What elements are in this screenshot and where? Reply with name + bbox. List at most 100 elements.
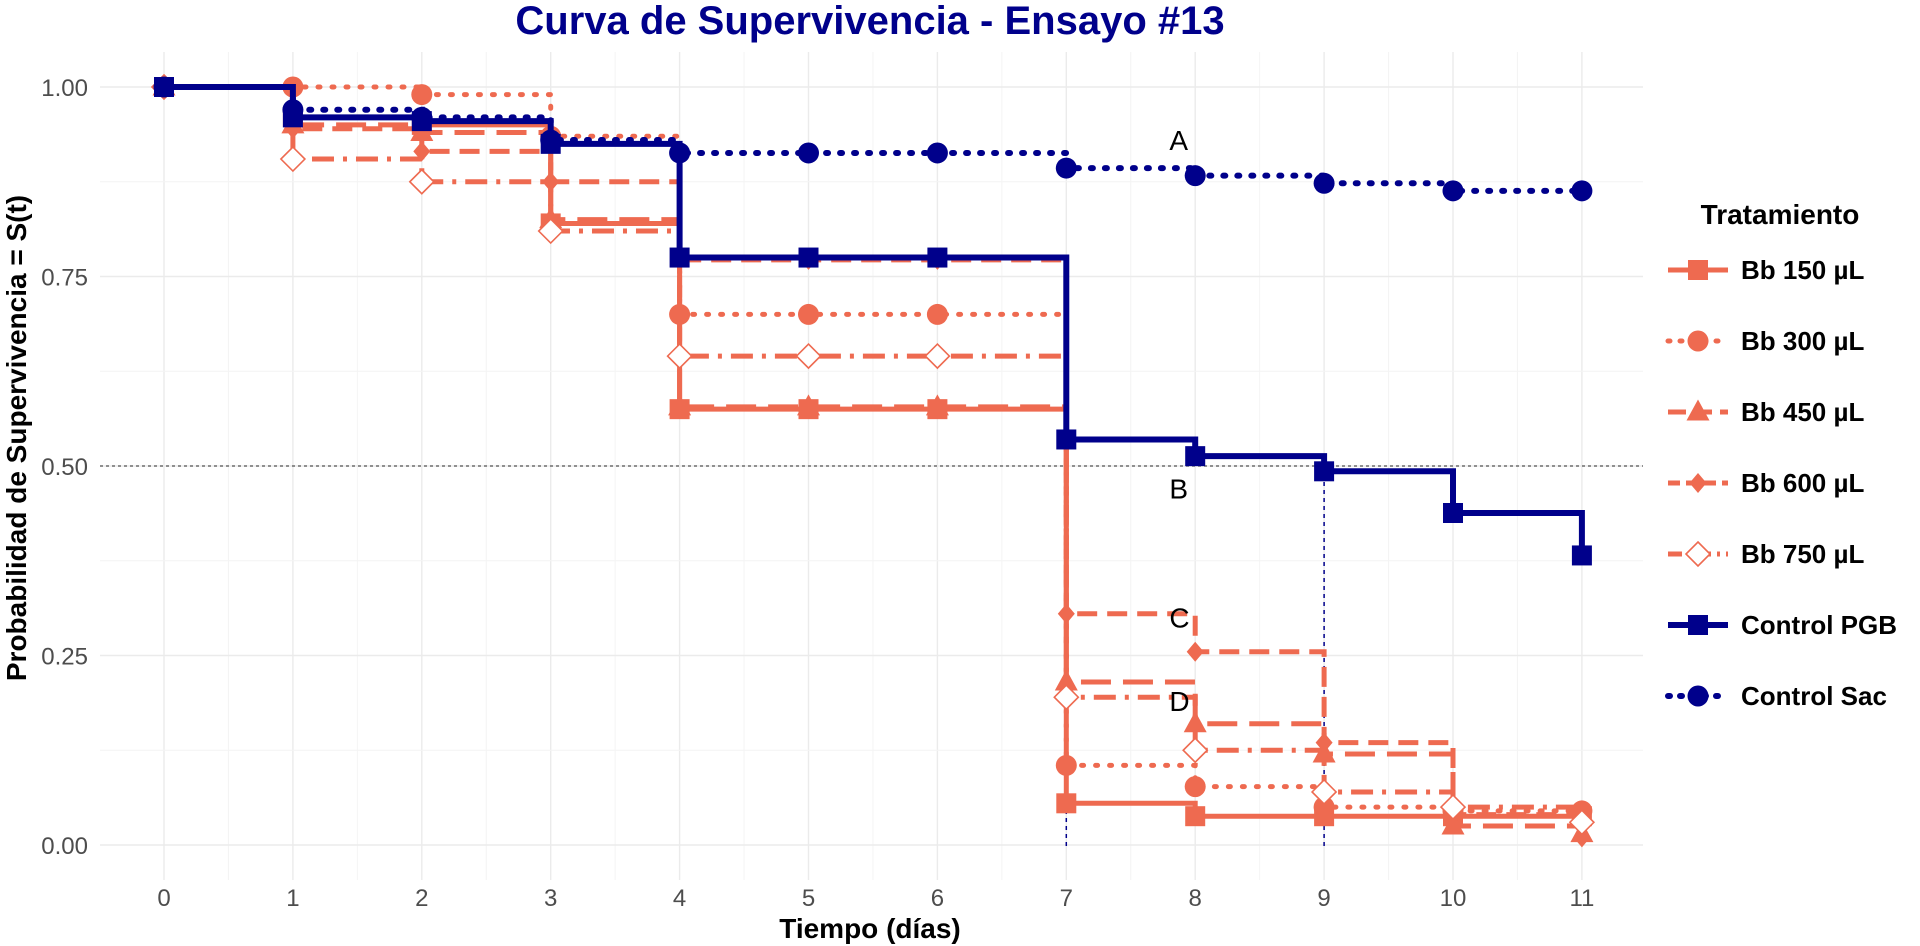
data-point xyxy=(1313,172,1335,194)
data-point xyxy=(926,142,948,164)
legend-label: Bb 450 µL xyxy=(1741,397,1864,427)
data-point xyxy=(408,168,435,195)
annotation-d: D xyxy=(1169,686,1189,717)
legend-item: Bb 450 µL xyxy=(1668,397,1864,427)
data-point xyxy=(282,99,304,121)
legend-item: Bb 600 µL xyxy=(1668,468,1864,498)
legend-item: Bb 300 µL xyxy=(1665,326,1864,356)
legend-item: Bb 150 µL xyxy=(1668,255,1864,285)
x-tick-label: 11 xyxy=(1569,885,1594,912)
data-point xyxy=(1568,809,1596,836)
legend-label: Bb 600 µL xyxy=(1741,468,1864,498)
legend-item: Bb 750 µL xyxy=(1668,539,1864,569)
x-tick-label: 1 xyxy=(286,885,299,912)
y-tick-label: 0.50 xyxy=(41,454,88,481)
data-point xyxy=(1055,754,1077,776)
legend-marker xyxy=(1688,615,1708,635)
legend-label: Control Sac xyxy=(1741,681,1887,711)
annotation-c: C xyxy=(1169,603,1189,634)
data-point xyxy=(537,217,564,245)
data-point xyxy=(279,145,307,173)
data-point xyxy=(797,394,820,416)
data-point xyxy=(669,142,691,164)
x-tick-label: 0 xyxy=(157,885,170,912)
legend-marker xyxy=(1689,473,1707,493)
data-point xyxy=(1054,669,1078,691)
data-point xyxy=(153,76,175,98)
legend-label: Bb 750 µL xyxy=(1741,539,1864,569)
data-point xyxy=(1056,793,1077,814)
data-point xyxy=(1185,446,1206,467)
data-point xyxy=(1573,827,1591,848)
data-point xyxy=(1313,796,1335,818)
data-point xyxy=(795,342,822,370)
data-point xyxy=(1314,461,1335,482)
data-point xyxy=(1442,180,1464,202)
chart-title: Curva de Supervivencia - Ensayo #13 xyxy=(515,0,1224,43)
data-point xyxy=(1443,502,1463,523)
data-point xyxy=(925,394,949,416)
data-point xyxy=(411,106,433,128)
data-point xyxy=(668,394,692,416)
x-tick-label: 3 xyxy=(544,885,557,912)
data-point xyxy=(927,247,948,268)
legend-marker xyxy=(1687,330,1709,352)
legend-label: Bb 150 µL xyxy=(1741,255,1864,285)
data-point xyxy=(924,342,951,370)
legend-marker xyxy=(1687,685,1709,707)
y-tick-labels: 0.00 0.25 0.50 0.75 1.00 xyxy=(41,75,88,860)
data-point xyxy=(1053,684,1080,711)
data-point xyxy=(1186,641,1204,662)
data-point xyxy=(540,129,562,151)
x-tick-label: 8 xyxy=(1189,885,1202,912)
y-tick-label: 0.00 xyxy=(41,833,88,860)
legend-label: Bb 300 µL xyxy=(1741,326,1864,356)
legend-item: Control Sac xyxy=(1665,681,1887,711)
legend-marker xyxy=(1688,260,1708,280)
x-tick-label: 2 xyxy=(415,885,428,912)
x-tick-label: 6 xyxy=(931,885,944,912)
data-point xyxy=(669,247,690,268)
legend-label: Control PGB xyxy=(1741,610,1897,640)
data-point xyxy=(1056,429,1077,450)
survival-step-line xyxy=(164,84,1585,823)
data-point xyxy=(1571,180,1593,202)
legend-item: Control PGB xyxy=(1668,610,1897,640)
data-point xyxy=(666,342,693,370)
y-tick-label: 1.00 xyxy=(41,75,88,102)
x-tick-label: 5 xyxy=(802,885,815,912)
x-tick-label: 10 xyxy=(1440,885,1467,912)
x-tick-label: 9 xyxy=(1317,885,1330,912)
data-point xyxy=(413,141,431,162)
data-point xyxy=(1439,793,1467,821)
data-point xyxy=(1184,165,1206,187)
reference-lines xyxy=(100,465,1643,847)
x-axis-title: Tiempo (días) xyxy=(779,913,961,944)
data-point xyxy=(1183,711,1207,733)
data-point xyxy=(1184,776,1206,798)
x-tick-label: 4 xyxy=(673,885,686,912)
y-tick-label: 0.75 xyxy=(41,265,88,292)
y-tick-label: 0.25 xyxy=(41,644,88,671)
data-point xyxy=(1310,778,1338,806)
annotations: A B C D xyxy=(1169,125,1189,717)
legend-title: Tratamiento xyxy=(1701,199,1860,230)
series-group xyxy=(150,73,1596,848)
annotation-a: A xyxy=(1169,125,1188,156)
data-point xyxy=(1182,737,1209,764)
legend-marker xyxy=(1686,399,1710,421)
data-point xyxy=(926,303,948,325)
y-axis-title: Probabilidad de Supervivencia = S(t) xyxy=(1,195,32,681)
data-point xyxy=(798,142,819,164)
series-control-sac xyxy=(153,76,1593,202)
annotation-b: B xyxy=(1169,474,1188,505)
legend: Tratamiento Bb 150 µL Bb 300 µL Bb 450 µL B… xyxy=(1665,199,1897,711)
data-point xyxy=(798,247,819,268)
data-point xyxy=(542,171,560,192)
x-tick-label: 7 xyxy=(1060,885,1073,912)
legend-marker xyxy=(1684,540,1712,568)
data-point xyxy=(411,84,433,106)
data-point xyxy=(1571,545,1592,566)
data-point xyxy=(1055,157,1077,179)
